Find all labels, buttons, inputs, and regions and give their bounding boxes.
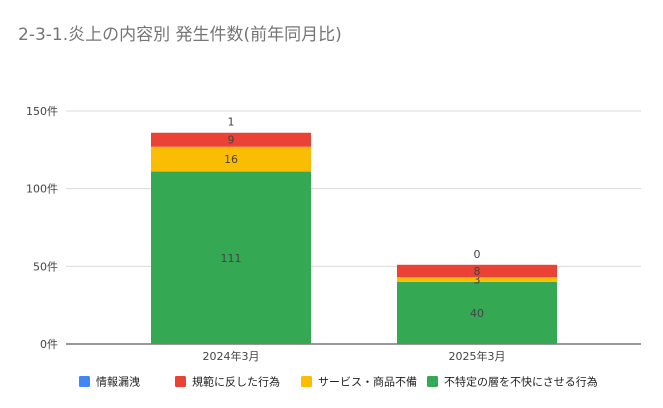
legend-label: 規範に反した行為 bbox=[192, 375, 280, 389]
top-data-label: 1 bbox=[228, 116, 235, 129]
y-axis: 0件 50件 100件 150件 bbox=[26, 105, 58, 351]
data-label: 8 bbox=[474, 265, 481, 278]
bar-segment bbox=[151, 171, 311, 344]
y-tick-label: 100件 bbox=[26, 183, 58, 196]
data-label: 9 bbox=[228, 134, 235, 147]
bars: 111 16 9 1 40 38 0 bbox=[151, 116, 557, 344]
bar-segment bbox=[151, 132, 311, 147]
bar-segment bbox=[397, 264, 557, 278]
y-tick-label: 150件 bbox=[26, 105, 58, 118]
x-axis: 2024年3月 2025年3月 bbox=[203, 349, 506, 363]
data-label: 3 bbox=[474, 274, 481, 287]
legend-label: 情報漏洩 bbox=[96, 375, 140, 389]
y-tick-label: 50件 bbox=[33, 260, 58, 273]
legend-swatch bbox=[175, 376, 186, 387]
legend-swatch bbox=[79, 376, 90, 387]
data-label: 16 bbox=[224, 153, 238, 166]
legend-label: サービス・商品不備 bbox=[318, 375, 417, 389]
data-label: 111 bbox=[221, 252, 242, 265]
y-tick-label: 0件 bbox=[40, 338, 58, 351]
bar-segment bbox=[151, 146, 311, 172]
bar-segment bbox=[397, 277, 557, 282]
data-label: 40 bbox=[470, 307, 484, 320]
chart-title: 2-3-1.炎上の内容別 発生件数(前年同月比) bbox=[18, 25, 342, 45]
x-tick-label: 2024年3月 bbox=[203, 349, 260, 363]
legend-label: 不特定の層を不快にさせる行為 bbox=[444, 375, 598, 389]
x-tick-label: 2025年3月 bbox=[449, 349, 506, 363]
legend-swatch bbox=[427, 376, 438, 387]
legend: 情報漏洩 規範に反した行為 サービス・商品不備 不特定の層を不快にさせる行為 bbox=[79, 375, 598, 389]
top-data-label: 0 bbox=[474, 248, 481, 261]
legend-swatch bbox=[301, 376, 312, 387]
bar-segment bbox=[397, 281, 557, 344]
